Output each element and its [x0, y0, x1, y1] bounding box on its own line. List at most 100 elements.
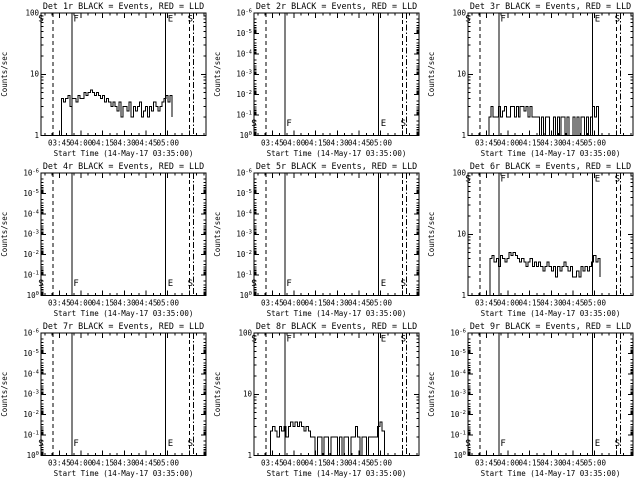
y-axis-label: Counts/sec — [427, 212, 436, 257]
event-letter-f: F — [73, 439, 78, 449]
y-tick-label: 10-4 — [23, 209, 39, 218]
y-tick-label: 100 — [452, 9, 466, 18]
event-letter-f: F — [73, 279, 78, 289]
axes-box — [467, 172, 634, 296]
y-tick-label: 10-1 — [237, 111, 253, 120]
y-tick-label: 10-2 — [237, 250, 253, 259]
y-tick-label: 10-4 — [237, 209, 253, 218]
axes-box — [253, 12, 420, 136]
x-tick-label: 04:00 — [283, 298, 306, 307]
event-letter-e: E — [168, 15, 173, 25]
x-tick-label: 04:00 — [496, 458, 519, 467]
panel-title: Det 3r BLACK = Events, RED = LLD — [469, 1, 630, 11]
x-tick-label: 05:00 — [583, 138, 606, 147]
event-letter-e: E — [168, 279, 173, 289]
y-tick-label: 10-2 — [450, 410, 466, 419]
x-tick-label: 03:45 — [261, 458, 284, 467]
x-tick-label: 05:00 — [583, 298, 606, 307]
x-tick-label: 04:15 — [518, 298, 541, 307]
y-tick-label: 10-6 — [237, 169, 253, 178]
panel-title: Det 9r BLACK = Events, RED = LLD — [469, 321, 630, 331]
x-tick-label: 04:45 — [561, 138, 584, 147]
x-tick-label: 04:15 — [305, 138, 328, 147]
y-axis-label: Counts/sec — [213, 212, 222, 257]
x-axis-label: Start Time (14-May-17 03:35:00) — [54, 149, 194, 158]
axes-box — [40, 332, 207, 456]
x-axis-label: Start Time (14-May-17 03:35:00) — [267, 309, 407, 318]
y-tick-label: 10-5 — [23, 349, 39, 358]
x-tick-label: 05:00 — [370, 458, 393, 467]
x-tick-label: 04:45 — [135, 138, 158, 147]
x-tick-label: 03:45 — [48, 458, 71, 467]
y-tick-label: 10-6 — [23, 329, 39, 338]
x-tick-label: 04:00 — [283, 138, 306, 147]
y-tick-label: 100 — [239, 329, 253, 338]
x-tick-label: 03:45 — [48, 138, 71, 147]
y-tick-label: 100 — [240, 131, 252, 140]
y-tick-label: 10-3 — [237, 230, 253, 239]
event-letter-e: E — [594, 175, 599, 185]
y-axis-label: Counts/sec — [0, 372, 9, 417]
x-tick-label: 05:00 — [370, 298, 393, 307]
event-letter-f: F — [73, 15, 78, 25]
event-letter-f: F — [287, 119, 292, 129]
event-letter-f: F — [287, 279, 292, 289]
y-tick-label: 10 — [243, 390, 253, 399]
x-tick-label: 03:45 — [48, 298, 71, 307]
x-tick-label: 04:00 — [496, 298, 519, 307]
panel-title: Det 5r BLACK = Events, RED = LLD — [256, 161, 417, 171]
x-tick-label: 03:45 — [475, 298, 498, 307]
y-tick-label: 10-3 — [23, 390, 39, 399]
x-axis-label: Start Time (14-May-17 03:35:00) — [267, 149, 407, 158]
x-tick-label: 03:45 — [475, 138, 498, 147]
x-tick-label: 04:00 — [70, 458, 93, 467]
x-tick-label: 03:45 — [261, 138, 284, 147]
x-tick-label: 04:45 — [348, 138, 371, 147]
x-tick-label: 04:30 — [540, 138, 563, 147]
y-tick-label: 10-5 — [237, 189, 253, 198]
panel-title: Det 4r BLACK = Events, RED = LLD — [43, 161, 204, 171]
axes-box — [40, 172, 207, 296]
event-letter-f: F — [500, 439, 505, 449]
y-tick-label: 1 — [461, 291, 466, 300]
x-tick-label: 04:30 — [326, 298, 349, 307]
y-tick-label: 10-6 — [237, 9, 253, 18]
x-tick-label: 04:15 — [305, 298, 328, 307]
x-tick-label: 04:45 — [348, 298, 371, 307]
y-tick-label: 10-3 — [23, 230, 39, 239]
y-tick-label: 10-5 — [237, 29, 253, 38]
event-letter-s: S — [465, 175, 470, 185]
event-letter-s: S — [38, 439, 43, 449]
y-tick-label: 10-3 — [450, 390, 466, 399]
y-tick-label: 10-1 — [450, 431, 466, 440]
event-letter-s: S — [252, 119, 257, 129]
event-letter-s: S — [465, 439, 470, 449]
event-letter-f: F — [500, 175, 505, 185]
event-letter-s: S — [614, 15, 619, 25]
x-tick-label: 05:00 — [157, 138, 180, 147]
y-tick-label: 1 — [248, 451, 253, 460]
y-axis-label: Counts/sec — [213, 372, 222, 417]
event-letter-e: E — [594, 15, 599, 25]
x-tick-label: 04:00 — [70, 298, 93, 307]
event-letter-e: E — [381, 119, 386, 129]
event-letter-s: S — [614, 175, 619, 185]
events-series — [489, 252, 601, 296]
x-tick-label: 04:15 — [518, 138, 541, 147]
x-tick-label: 04:45 — [561, 298, 584, 307]
y-tick-label: 10-6 — [450, 329, 466, 338]
events-series — [270, 421, 386, 456]
event-letter-e: E — [381, 335, 386, 345]
panel-title: Det 7r BLACK = Events, RED = LLD — [43, 321, 204, 331]
x-tick-label: 05:00 — [157, 458, 180, 467]
x-tick-label: 03:45 — [475, 458, 498, 467]
y-tick-label: 10-2 — [237, 90, 253, 99]
y-tick-label: 10-6 — [23, 169, 39, 178]
x-tick-label: 04:15 — [91, 298, 114, 307]
axes-box — [253, 172, 420, 296]
events-series — [488, 105, 599, 136]
y-tick-label: 10-2 — [23, 410, 39, 419]
x-tick-label: 03:45 — [261, 298, 284, 307]
